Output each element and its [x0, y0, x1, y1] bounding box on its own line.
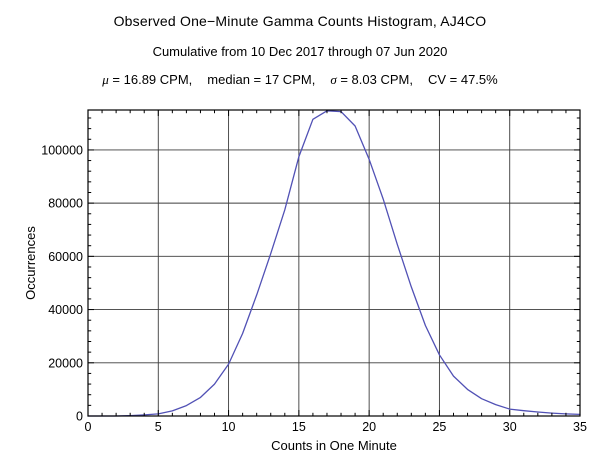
chart-title: Observed One−Minute Gamma Counts Histogr…	[113, 13, 487, 29]
y-tick-label: 20000	[48, 356, 83, 370]
x-tick-label: 25	[432, 420, 446, 434]
histogram-curve	[87, 110, 581, 417]
y-tick-label: 60000	[48, 250, 83, 264]
x-tick-label: 35	[573, 420, 587, 434]
y-tick-label: 80000	[48, 197, 83, 211]
chart-stats-line: μ = 16.89 CPM, median = 17 CPM, σ = 8.03…	[0, 72, 600, 88]
x-tick-label: 20	[362, 420, 376, 434]
stat-mu: μ = 16.89 CPM,	[102, 72, 193, 87]
y-tick-label: 0	[76, 410, 83, 424]
sigma-symbol: σ	[330, 72, 337, 87]
stat-median: median = 17 CPM,	[207, 72, 316, 87]
mu-symbol: μ	[102, 72, 109, 87]
x-tick-label: 0	[85, 420, 92, 434]
plot-frame	[87, 109, 581, 417]
stat-sigma: σ = 8.03 CPM,	[330, 72, 413, 87]
y-tick-label: 100000	[41, 143, 83, 157]
x-axis-label: Counts in One Minute	[271, 438, 397, 453]
x-tick-label: 30	[503, 420, 517, 434]
chart-subtitle: Cumulative from 10 Dec 2017 through 07 J…	[152, 44, 448, 59]
y-tick-label: 40000	[48, 303, 83, 317]
stat-cv: CV = 47.5%	[427, 72, 498, 87]
y-axis-label: Occurrences	[23, 226, 38, 300]
x-tick-label: 10	[222, 420, 236, 434]
x-tick-label: 5	[155, 420, 162, 434]
x-tick-label: 15	[292, 420, 306, 434]
